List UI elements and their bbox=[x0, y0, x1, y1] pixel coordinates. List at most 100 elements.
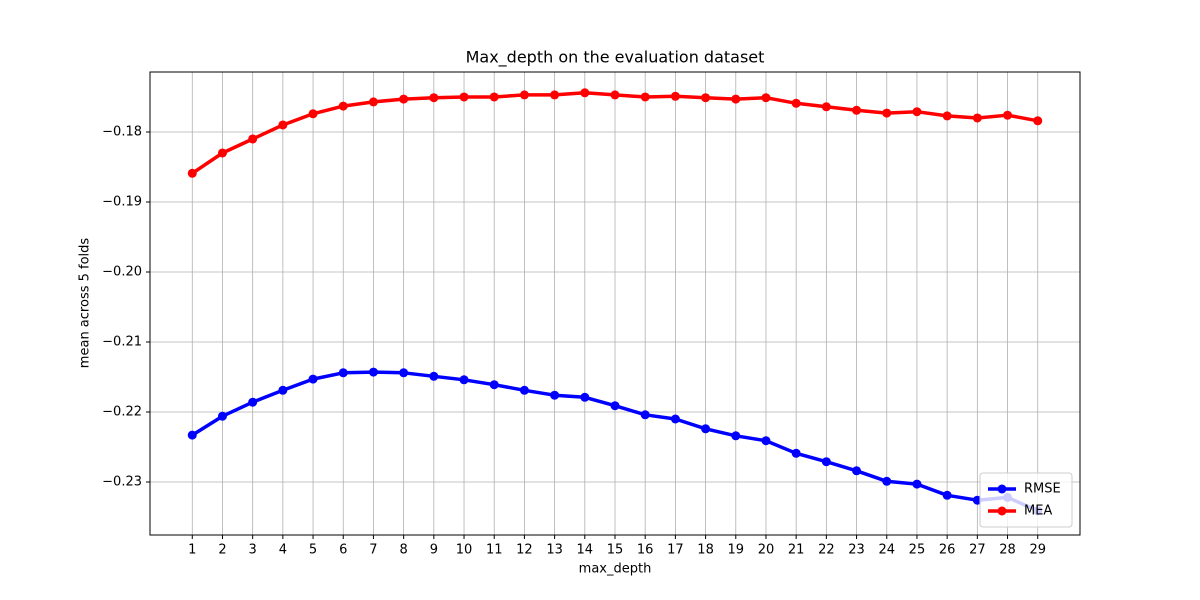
data-point bbox=[731, 94, 741, 104]
data-point bbox=[580, 88, 590, 98]
data-point bbox=[338, 368, 348, 378]
data-point bbox=[882, 476, 892, 486]
chart-title: Max_depth on the evaluation dataset bbox=[466, 48, 765, 68]
data-point bbox=[912, 107, 922, 117]
x-tick-label: 14 bbox=[577, 543, 594, 558]
data-point bbox=[972, 113, 982, 123]
y-tick-label: −0.21 bbox=[102, 335, 142, 350]
data-point bbox=[942, 111, 952, 121]
grid bbox=[150, 72, 1080, 535]
x-tick-label: 9 bbox=[430, 543, 438, 558]
data-point bbox=[519, 90, 529, 100]
y-tick-label: −0.19 bbox=[102, 194, 142, 209]
data-point bbox=[429, 93, 439, 103]
x-tick-label: 15 bbox=[607, 543, 624, 558]
x-tick-label: 20 bbox=[758, 543, 775, 558]
data-point bbox=[640, 410, 650, 420]
x-tick-label: 19 bbox=[728, 543, 745, 558]
data-point bbox=[761, 93, 771, 103]
data-point bbox=[489, 92, 499, 102]
data-point bbox=[459, 375, 469, 385]
x-tick-label: 13 bbox=[546, 543, 563, 558]
x-tick-label: 6 bbox=[339, 543, 347, 558]
data-point bbox=[701, 424, 711, 434]
data-point bbox=[519, 385, 529, 395]
data-point bbox=[278, 385, 288, 395]
data-point bbox=[368, 97, 378, 107]
legend-swatch-marker bbox=[997, 484, 1007, 494]
legend: RMSE MEA bbox=[979, 472, 1073, 528]
data-point bbox=[278, 120, 288, 130]
x-tick-label: 2 bbox=[218, 543, 226, 558]
y-axis-label: mean across 5 folds bbox=[78, 238, 93, 369]
x-tick-label: 28 bbox=[999, 543, 1016, 558]
data-point bbox=[882, 108, 892, 118]
x-tick-label: 11 bbox=[486, 543, 503, 558]
data-point bbox=[1033, 116, 1043, 126]
data-point bbox=[942, 490, 952, 500]
x-tick-label: 12 bbox=[516, 543, 533, 558]
x-tick-label: 21 bbox=[788, 543, 805, 558]
data-point bbox=[852, 466, 862, 476]
data-point bbox=[187, 430, 197, 440]
x-tick-label: 1 bbox=[188, 543, 196, 558]
data-point bbox=[580, 392, 590, 402]
x-tick-label: 10 bbox=[456, 543, 473, 558]
data-point bbox=[640, 92, 650, 102]
data-point bbox=[308, 374, 318, 384]
x-tick-label: 7 bbox=[369, 543, 377, 558]
data-point bbox=[670, 91, 680, 101]
x-tick-label: 5 bbox=[309, 543, 317, 558]
x-tick-label: 4 bbox=[279, 543, 287, 558]
data-point bbox=[217, 411, 227, 421]
data-point bbox=[248, 397, 258, 407]
data-point bbox=[791, 448, 801, 458]
data-point bbox=[610, 90, 620, 100]
data-point bbox=[610, 401, 620, 411]
data-point bbox=[187, 168, 197, 178]
data-point bbox=[761, 436, 771, 446]
legend-label: MEA bbox=[1024, 504, 1052, 519]
data-point bbox=[399, 94, 409, 104]
data-point bbox=[852, 105, 862, 115]
x-tick-label: 27 bbox=[969, 543, 986, 558]
x-tick-label: 22 bbox=[818, 543, 835, 558]
x-tick-label: 8 bbox=[399, 543, 407, 558]
data-point bbox=[338, 101, 348, 111]
data-point bbox=[731, 431, 741, 441]
data-point bbox=[1003, 110, 1013, 120]
y-tick-label: −0.23 bbox=[102, 475, 142, 490]
data-point bbox=[821, 457, 831, 467]
x-tick-label: 24 bbox=[878, 543, 895, 558]
data-point bbox=[308, 109, 318, 119]
x-tick-label: 18 bbox=[697, 543, 714, 558]
data-point bbox=[368, 367, 378, 377]
data-point bbox=[791, 98, 801, 108]
x-tick-label: 16 bbox=[637, 543, 654, 558]
data-point bbox=[459, 92, 469, 102]
plot-data bbox=[187, 88, 1043, 516]
data-point bbox=[701, 93, 711, 103]
data-point bbox=[550, 390, 560, 400]
data-point bbox=[429, 371, 439, 381]
legend-label: RMSE bbox=[1024, 482, 1061, 497]
x-tick-label: 29 bbox=[1029, 543, 1046, 558]
y-tick-label: −0.18 bbox=[102, 124, 142, 139]
x-axis-label: max_depth bbox=[579, 562, 652, 577]
data-point bbox=[550, 90, 560, 100]
y-tick-label: −0.22 bbox=[102, 405, 142, 420]
x-tick-label: 25 bbox=[909, 543, 926, 558]
x-tick-label: 26 bbox=[939, 543, 956, 558]
x-tick-label: 3 bbox=[249, 543, 257, 558]
data-point bbox=[399, 368, 409, 378]
data-point bbox=[489, 380, 499, 390]
x-tick-label: 17 bbox=[667, 543, 684, 558]
x-tick-label: 23 bbox=[848, 543, 865, 558]
legend-swatch-marker bbox=[997, 506, 1007, 516]
data-point bbox=[217, 148, 227, 158]
data-point bbox=[248, 134, 258, 144]
data-point bbox=[670, 414, 680, 424]
data-point bbox=[912, 479, 922, 489]
y-tick-label: −0.20 bbox=[102, 264, 142, 279]
